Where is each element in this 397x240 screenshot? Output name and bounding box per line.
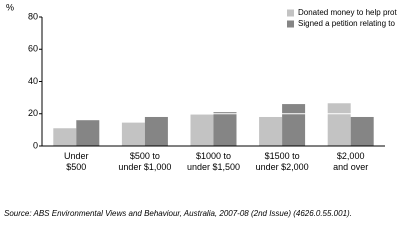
- x-tick-label-line: $500 to: [130, 151, 160, 161]
- x-tick-label: $1000 to under $1,500: [187, 151, 240, 172]
- page: % Source: ABS Environmental Views and Be…: [4, 2, 397, 219]
- bar: [327, 103, 351, 146]
- x-tick-label-line: under $1,500: [187, 162, 240, 172]
- bar: [282, 104, 306, 146]
- legend-label: Donated money to help protect the enviro…: [298, 8, 397, 17]
- bar: [350, 116, 374, 146]
- bar: [144, 116, 168, 146]
- x-tick-label-line: Under: [64, 151, 89, 161]
- bar: [259, 116, 283, 146]
- x-tick-label: Under $500: [64, 151, 89, 172]
- x-tick-label-line: under $1,000: [118, 162, 171, 172]
- bar: [190, 114, 214, 146]
- x-tick-label-line: and over: [333, 162, 368, 172]
- x-tick-label-line: $500: [66, 162, 86, 172]
- y-axis-label: %: [6, 2, 14, 12]
- x-tick-label: $1500 to under $2,000: [256, 151, 309, 172]
- legend-swatch: [287, 20, 294, 28]
- y-tick-label: 80: [28, 11, 38, 21]
- bar: [53, 128, 77, 146]
- y-tick-label: 40: [28, 76, 38, 86]
- bar: [76, 120, 100, 146]
- x-tick-label-line: under $2,000: [256, 162, 309, 172]
- x-tick-label-line: $2,000: [337, 151, 365, 161]
- y-tick-label: 60: [28, 44, 38, 54]
- chart: % Source: ABS Environmental Views and Be…: [4, 2, 397, 218]
- legend-swatch: [287, 9, 294, 17]
- y-tick-label: 20: [28, 108, 38, 118]
- legend-label: Signed a petition relating to any enviro…: [298, 19, 397, 28]
- x-tick-label-line: $1000 to: [196, 151, 231, 161]
- x-tick-label-line: $1500 to: [265, 151, 300, 161]
- x-tick-label: $500 to under $1,000: [118, 151, 171, 172]
- source: Source: ABS Environmental Views and Beha…: [4, 209, 352, 218]
- bar: [213, 112, 237, 146]
- bar: [121, 122, 145, 146]
- x-tick-label: $2,000 and over: [333, 151, 368, 172]
- y-tick-label: 0: [33, 140, 38, 150]
